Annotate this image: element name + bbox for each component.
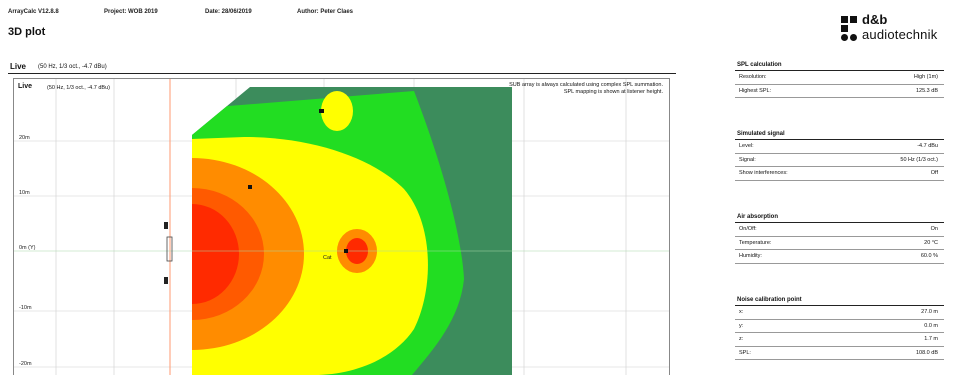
spl-plot[interactable]: Live (50 Hz, 1/3 oct., -4.7 dBu) SUB arr… [13,78,670,375]
row-value: 125.3 dB [915,87,938,94]
table-row: Highest SPL: 125.3 dB [735,85,944,98]
marker-label: Cat [323,255,332,261]
spl-map-canvas[interactable] [14,79,669,375]
y-tick-label: -20m [19,361,32,367]
table-row: Signal: 50 Hz (1/3 oct.) [735,154,944,167]
row-label: Signal: [739,156,756,163]
row-value: 108.0 dB [915,349,938,356]
logo-square-icon [850,16,857,23]
y-tick-label: -10m [19,305,32,311]
row-label: Highest SPL: [739,87,772,94]
row-value: Off [930,170,938,176]
plot-note-line: SUB array is always calculated using com… [509,82,663,88]
spl-zone-dark-orange [192,188,264,320]
speaker-marker-icon [248,185,252,189]
row-value: 20 °C [924,239,938,246]
row-label: On/Off: [739,226,757,232]
page-title: 3D plot [8,26,46,38]
sidebar-air-absorption: Air absorption On/Off: On Temperature: 20 … [735,214,944,264]
logo-text-top: d&b [862,12,888,27]
section-title: Noise calibration point [735,297,944,306]
inner-plot-subtitle: (50 Hz, 1/3 oct., -4.7 dBu) [47,85,110,91]
row-label: x: [739,309,744,315]
y-tick-label: 10m [19,190,30,196]
logo-text-bottom: audiotechnik [862,27,938,42]
table-row: Show interferences: Off [735,167,944,181]
speakers [164,109,348,284]
speaker-icon [164,222,168,229]
spl-zone-orange [192,158,304,350]
section-title: Air absorption [735,214,944,223]
sidebar-noise-calibration: Noise calibration point x: 27.0 m y: 0.0 m… [735,297,944,360]
table-row: Temperature: 20 °C [735,237,944,250]
plot-note: SUB array is always calculated using com… [403,82,663,96]
row-label: Temperature: [739,239,772,246]
table-row: SPL: 108.0 dB [735,347,944,360]
overlay-lines [14,79,669,375]
row-label: y: [739,322,744,329]
row-value: High (1m) [913,74,938,80]
row-label: Show interferences: [739,170,788,176]
logo-circle-icon [841,34,848,41]
row-value: 0.0 m [924,322,938,329]
report-author: Author: Peter Claes [297,9,354,15]
section-title: SPL calculation [735,62,944,71]
row-value: 1.7 m [924,336,938,342]
table-row: x: 27.0 m [735,306,944,320]
report-date: Date: 28/06/2019 [205,9,252,15]
plot-title-bar: Live (50 Hz, 1/3 oct., -4.7 dBu) [8,61,676,74]
brand-logo: d&b audiotechnik [838,12,946,48]
table-row: On/Off: On [735,223,944,237]
table-row: y: 0.0 m [735,320,944,333]
row-value: 50 Hz (1/3 oct.) [900,156,938,163]
table-row: z: 1.7 m [735,333,944,347]
logo-circle-icon [850,34,857,41]
speaker-marker-icon [319,109,324,113]
row-label: Resolution: [739,74,767,80]
row-label: Level: [739,143,754,149]
row-value: 27.0 m [921,309,938,315]
plot-subtitle: (50 Hz, 1/3 oct., -4.7 dBu) [38,64,107,70]
table-row: Humidity: 60.0 % [735,250,944,264]
spl-map [192,87,512,375]
logo-square-icon [841,16,848,23]
table-row: Resolution: High (1m) [735,71,944,85]
app-version: ArrayCalc V12.8.8 [8,9,59,15]
row-label: SPL: [739,349,751,356]
row-value: 60.0 % [920,253,938,259]
row-label: z: [739,336,744,342]
sidebar-spl-calculation: SPL calculation Resolution: High (1m) Hig… [735,62,944,98]
y-tick-label: 20m [19,135,30,141]
speaker-icon [164,277,168,284]
row-value: -4.7 dBu [917,143,938,149]
spl-hotspot-top [321,91,353,131]
logo-square-icon [841,25,848,32]
section-title: Simulated signal [735,131,944,140]
y-tick-label: 0m (Y) [19,245,36,251]
plot-title: Live [10,62,27,71]
plot-note-line: SPL mapping is shown at listener height. [563,89,663,95]
inner-plot-title: Live [18,83,33,90]
project-name: Project: WOB 2019 [104,9,158,15]
spl-zone-red [192,204,239,304]
sidebar-simulated-signal: Simulated signal Level: -4.7 dBu Signal: 5… [735,131,944,181]
sub-array-icon [166,236,173,262]
row-value: On [930,226,938,232]
table-row: Level: -4.7 dBu [735,140,944,154]
calibration-point-icon [344,249,348,253]
row-label: Humidity: [739,253,762,259]
